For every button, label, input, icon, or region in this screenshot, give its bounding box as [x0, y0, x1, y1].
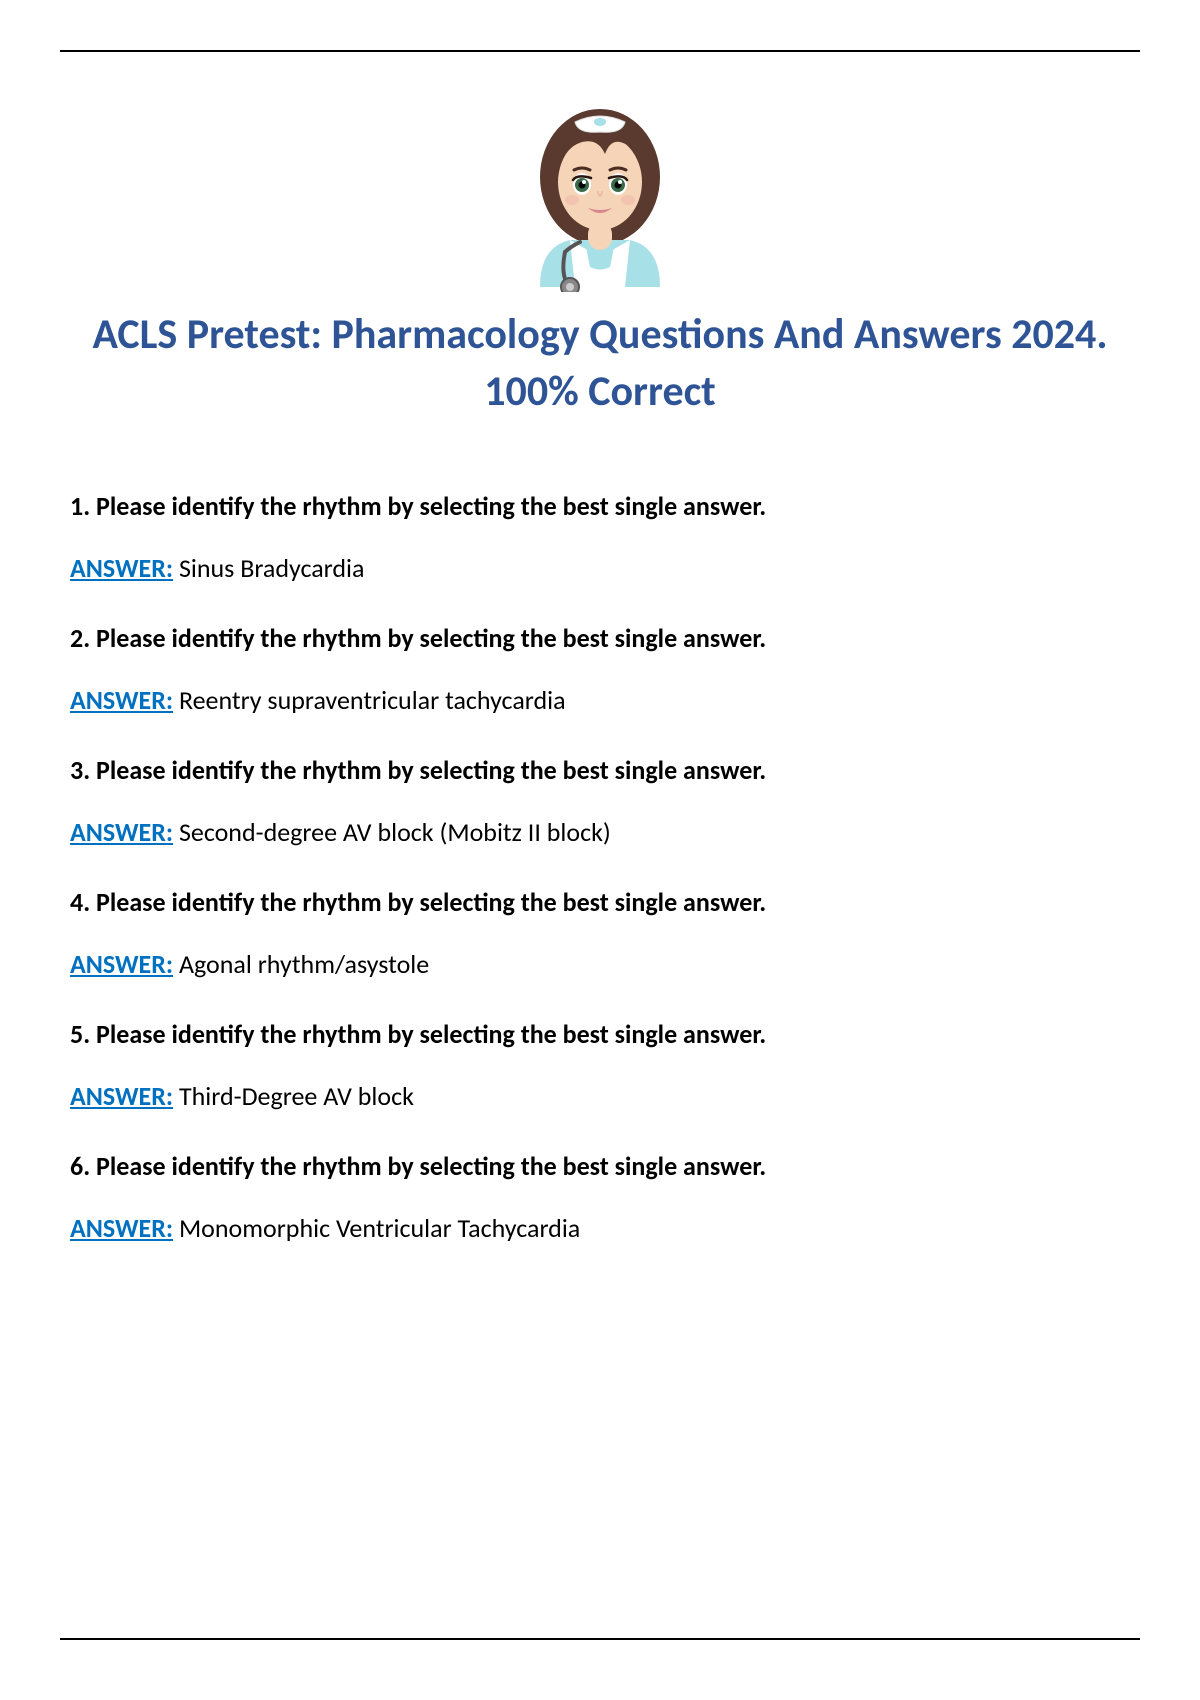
nurse-avatar-icon: [510, 92, 690, 297]
answer-label: ANSWER:: [70, 816, 173, 848]
answer-line: ANSWER: Third-Degree AV block: [70, 1080, 1130, 1112]
qa-item: 4. Please identify the rhythm by selecti…: [70, 886, 1130, 980]
answer-label: ANSWER:: [70, 1212, 173, 1244]
page-content: ACLS Pretest: Pharmacology Questions And…: [60, 50, 1140, 1640]
answer-text: Monomorphic Ventricular Tachycardia: [179, 1212, 580, 1244]
avatar-wrapper: [60, 92, 1140, 297]
question-text: 3. Please identify the rhythm by selecti…: [70, 754, 1130, 786]
question-number: 4: [70, 886, 83, 918]
question-body: Please identify the rhythm by selecting …: [96, 754, 766, 786]
question-number: 3: [70, 754, 83, 786]
answer-line: ANSWER: Sinus Bradycardia: [70, 552, 1130, 584]
qa-item: 2. Please identify the rhythm by selecti…: [70, 622, 1130, 716]
qa-item: 6. Please identify the rhythm by selecti…: [70, 1150, 1130, 1244]
answer-label: ANSWER:: [70, 948, 173, 980]
question-text: 4. Please identify the rhythm by selecti…: [70, 886, 1130, 918]
question-body: Please identify the rhythm by selecting …: [96, 1150, 766, 1182]
question-text: 1. Please identify the rhythm by selecti…: [70, 490, 1130, 522]
question-number: 6: [70, 1150, 83, 1182]
qa-item: 5. Please identify the rhythm by selecti…: [70, 1018, 1130, 1112]
question-number: 1: [70, 490, 83, 522]
question-body: Please identify the rhythm by selecting …: [96, 1018, 766, 1050]
answer-text: Sinus Bradycardia: [179, 552, 365, 584]
question-body: Please identify the rhythm by selecting …: [96, 622, 766, 654]
qa-list: 1. Please identify the rhythm by selecti…: [60, 490, 1140, 1244]
answer-text: Second-degree AV block (Mobitz II block): [179, 816, 611, 848]
answer-label: ANSWER:: [70, 684, 173, 716]
question-text: 5. Please identify the rhythm by selecti…: [70, 1018, 1130, 1050]
qa-item: 3. Please identify the rhythm by selecti…: [70, 754, 1130, 848]
answer-text: Agonal rhythm/asystole: [179, 948, 429, 980]
question-number: 5: [70, 1018, 83, 1050]
answer-line: ANSWER: Monomorphic Ventricular Tachycar…: [70, 1212, 1130, 1244]
question-body: Please identify the rhythm by selecting …: [96, 490, 766, 522]
answer-label: ANSWER:: [70, 1080, 173, 1112]
question-body: Please identify the rhythm by selecting …: [96, 886, 766, 918]
question-text: 6. Please identify the rhythm by selecti…: [70, 1150, 1130, 1182]
answer-label: ANSWER:: [70, 552, 173, 584]
question-text: 2. Please identify the rhythm by selecti…: [70, 622, 1130, 654]
question-number: 2: [70, 622, 83, 654]
answer-text: Third-Degree AV block: [179, 1080, 414, 1112]
answer-line: ANSWER: Second-degree AV block (Mobitz I…: [70, 816, 1130, 848]
answer-line: ANSWER: Agonal rhythm/asystole: [70, 948, 1130, 980]
page-title: ACLS Pretest: Pharmacology Questions And…: [60, 307, 1140, 420]
answer-text: Reentry supraventricular tachycardia: [179, 684, 566, 716]
qa-item: 1. Please identify the rhythm by selecti…: [70, 490, 1130, 584]
answer-line: ANSWER: Reentry supraventricular tachyca…: [70, 684, 1130, 716]
